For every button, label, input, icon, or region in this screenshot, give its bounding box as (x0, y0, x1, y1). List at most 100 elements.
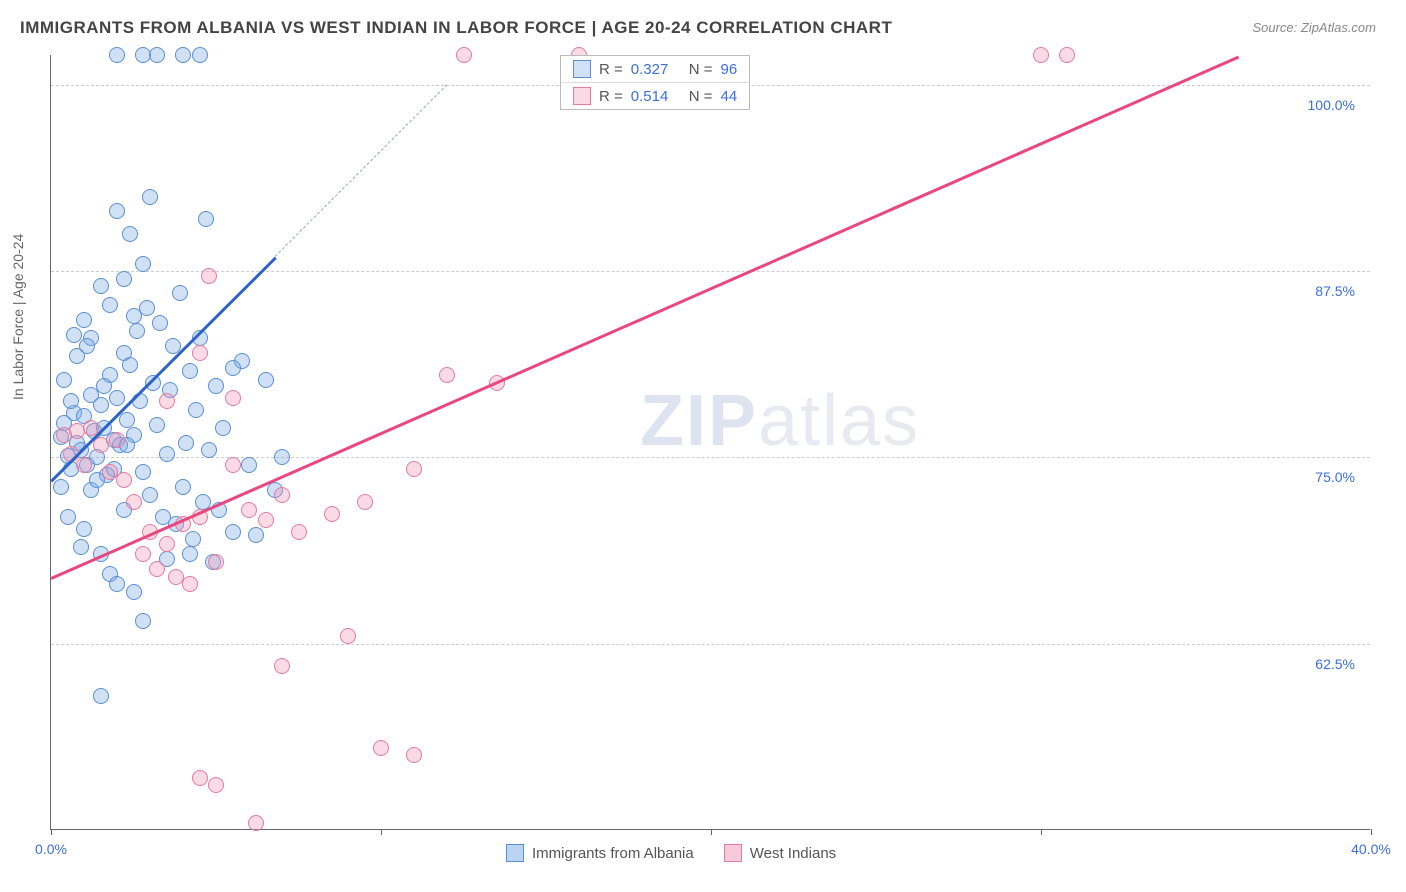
scatter-point (109, 390, 125, 406)
scatter-point (119, 412, 135, 428)
scatter-point (215, 420, 231, 436)
scatter-point (208, 777, 224, 793)
scatter-point (126, 308, 142, 324)
scatter-point (175, 47, 191, 63)
x-tick-mark (1041, 829, 1042, 835)
scatter-point (182, 546, 198, 562)
legend-swatch (724, 844, 742, 862)
scatter-point (198, 211, 214, 227)
scatter-point (135, 256, 151, 272)
scatter-point (248, 815, 264, 831)
scatter-point (201, 268, 217, 284)
stats-legend-row: R =0.514N =44 (561, 82, 749, 109)
scatter-point (1059, 47, 1075, 63)
trend-line (50, 55, 1239, 579)
chart-plot-area: 62.5%75.0%87.5%100.0%0.0%40.0% (50, 55, 1370, 830)
source-label: Source: ZipAtlas.com (1252, 20, 1376, 35)
legend-swatch (506, 844, 524, 862)
x-tick-label: 40.0% (1351, 841, 1391, 857)
scatter-point (116, 472, 132, 488)
scatter-point (126, 584, 142, 600)
scatter-point (149, 417, 165, 433)
scatter-point (63, 393, 79, 409)
scatter-point (56, 372, 72, 388)
series-legend-item: Immigrants from Albania (506, 844, 694, 862)
scatter-point (208, 554, 224, 570)
scatter-point (93, 437, 109, 453)
stats-legend-row: R =0.327N =96 (561, 56, 749, 82)
scatter-point (291, 524, 307, 540)
stats-legend: R =0.327N =96R =0.514N =44 (560, 55, 750, 110)
scatter-point (93, 688, 109, 704)
scatter-point (142, 189, 158, 205)
scatter-point (159, 446, 175, 462)
scatter-point (175, 479, 191, 495)
scatter-point (76, 457, 92, 473)
scatter-point (1033, 47, 1049, 63)
gridline (51, 644, 1370, 645)
x-tick-mark (51, 829, 52, 835)
scatter-point (109, 47, 125, 63)
series-legend-item: West Indians (724, 844, 836, 862)
scatter-point (93, 278, 109, 294)
scatter-point (182, 576, 198, 592)
scatter-point (142, 487, 158, 503)
scatter-point (96, 378, 112, 394)
trend-line (275, 85, 447, 257)
scatter-point (241, 502, 257, 518)
scatter-point (241, 457, 257, 473)
scatter-point (178, 435, 194, 451)
scatter-point (122, 357, 138, 373)
scatter-point (129, 323, 145, 339)
scatter-point (225, 457, 241, 473)
scatter-point (406, 747, 422, 763)
legend-swatch (573, 87, 591, 105)
x-tick-mark (1371, 829, 1372, 835)
scatter-point (109, 432, 125, 448)
scatter-point (159, 393, 175, 409)
chart-title: IMMIGRANTS FROM ALBANIA VS WEST INDIAN I… (20, 18, 892, 38)
scatter-point (185, 531, 201, 547)
scatter-point (324, 506, 340, 522)
scatter-point (192, 47, 208, 63)
scatter-point (456, 47, 472, 63)
scatter-point (116, 271, 132, 287)
series-legend: Immigrants from Albania West Indians (500, 842, 842, 864)
scatter-point (159, 536, 175, 552)
scatter-point (406, 461, 422, 477)
scatter-point (109, 576, 125, 592)
scatter-point (172, 285, 188, 301)
scatter-point (76, 521, 92, 537)
scatter-point (188, 402, 204, 418)
x-tick-label: 0.0% (35, 841, 67, 857)
x-tick-mark (711, 829, 712, 835)
scatter-point (192, 770, 208, 786)
scatter-point (208, 378, 224, 394)
scatter-point (225, 390, 241, 406)
gridline (51, 271, 1370, 272)
scatter-point (192, 345, 208, 361)
scatter-point (122, 226, 138, 242)
scatter-point (135, 464, 151, 480)
scatter-point (93, 397, 109, 413)
y-axis-label: In Labor Force | Age 20-24 (10, 234, 26, 400)
y-tick-label: 62.5% (1315, 656, 1355, 672)
scatter-point (76, 312, 92, 328)
x-tick-mark (381, 829, 382, 835)
scatter-point (439, 367, 455, 383)
scatter-point (274, 658, 290, 674)
scatter-point (60, 509, 76, 525)
scatter-point (53, 479, 69, 495)
scatter-point (79, 338, 95, 354)
scatter-point (274, 449, 290, 465)
scatter-point (258, 372, 274, 388)
scatter-point (66, 327, 82, 343)
scatter-point (340, 628, 356, 644)
scatter-point (373, 740, 389, 756)
scatter-point (248, 527, 264, 543)
y-tick-label: 87.5% (1315, 283, 1355, 299)
y-tick-label: 75.0% (1315, 469, 1355, 485)
y-tick-label: 100.0% (1308, 97, 1355, 113)
scatter-point (149, 47, 165, 63)
scatter-point (102, 297, 118, 313)
